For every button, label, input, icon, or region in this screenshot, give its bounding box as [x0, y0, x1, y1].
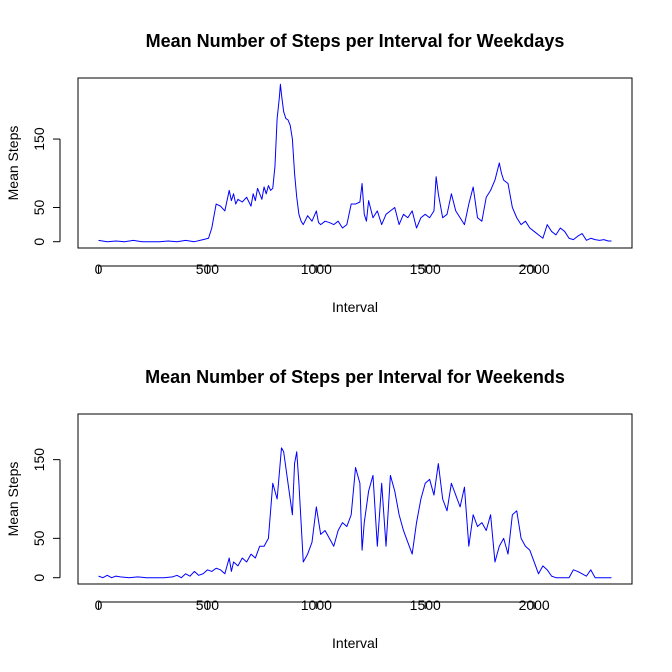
chart-panels: Mean Number of Steps per Interval for We…: [5, 31, 633, 651]
x-tick-label: 1000: [301, 597, 332, 613]
chart-title: Mean Number of Steps per Interval for We…: [146, 31, 565, 51]
chart-panel-2: Mean Number of Steps per Interval for We…: [5, 367, 633, 651]
chart-title: Mean Number of Steps per Interval for We…: [145, 367, 565, 387]
x-tick-label: 1500: [410, 261, 441, 277]
series-line-1: [98, 83, 612, 243]
y-axis-label: Mean Steps: [5, 462, 21, 537]
plot-frame: [77, 77, 633, 249]
plot-frame: [77, 413, 633, 585]
chart-panel-1: Mean Number of Steps per Interval for We…: [5, 31, 633, 315]
x-axis-label: Interval: [332, 635, 378, 651]
series-line-1: [98, 447, 612, 579]
y-axis-label: Mean Steps: [5, 126, 21, 201]
x-tick-label: 1000: [301, 261, 332, 277]
x-tick-label: 0: [95, 261, 103, 277]
x-tick-label: 0: [95, 597, 103, 613]
x-tick-label: 500: [196, 597, 220, 613]
y-tick-label: 0: [31, 574, 47, 582]
y-tick-label: 50: [31, 199, 47, 215]
x-tick-label: 2000: [519, 261, 550, 277]
y-tick-label: 0: [31, 238, 47, 246]
y-tick-label: 150: [31, 448, 47, 472]
x-tick-label: 1500: [410, 597, 441, 613]
x-axis-label: Interval: [332, 299, 378, 315]
y-tick-label: 50: [31, 530, 47, 546]
x-tick-label: 2000: [519, 597, 550, 613]
y-tick-label: 150: [31, 127, 47, 151]
x-tick-label: 500: [196, 261, 220, 277]
